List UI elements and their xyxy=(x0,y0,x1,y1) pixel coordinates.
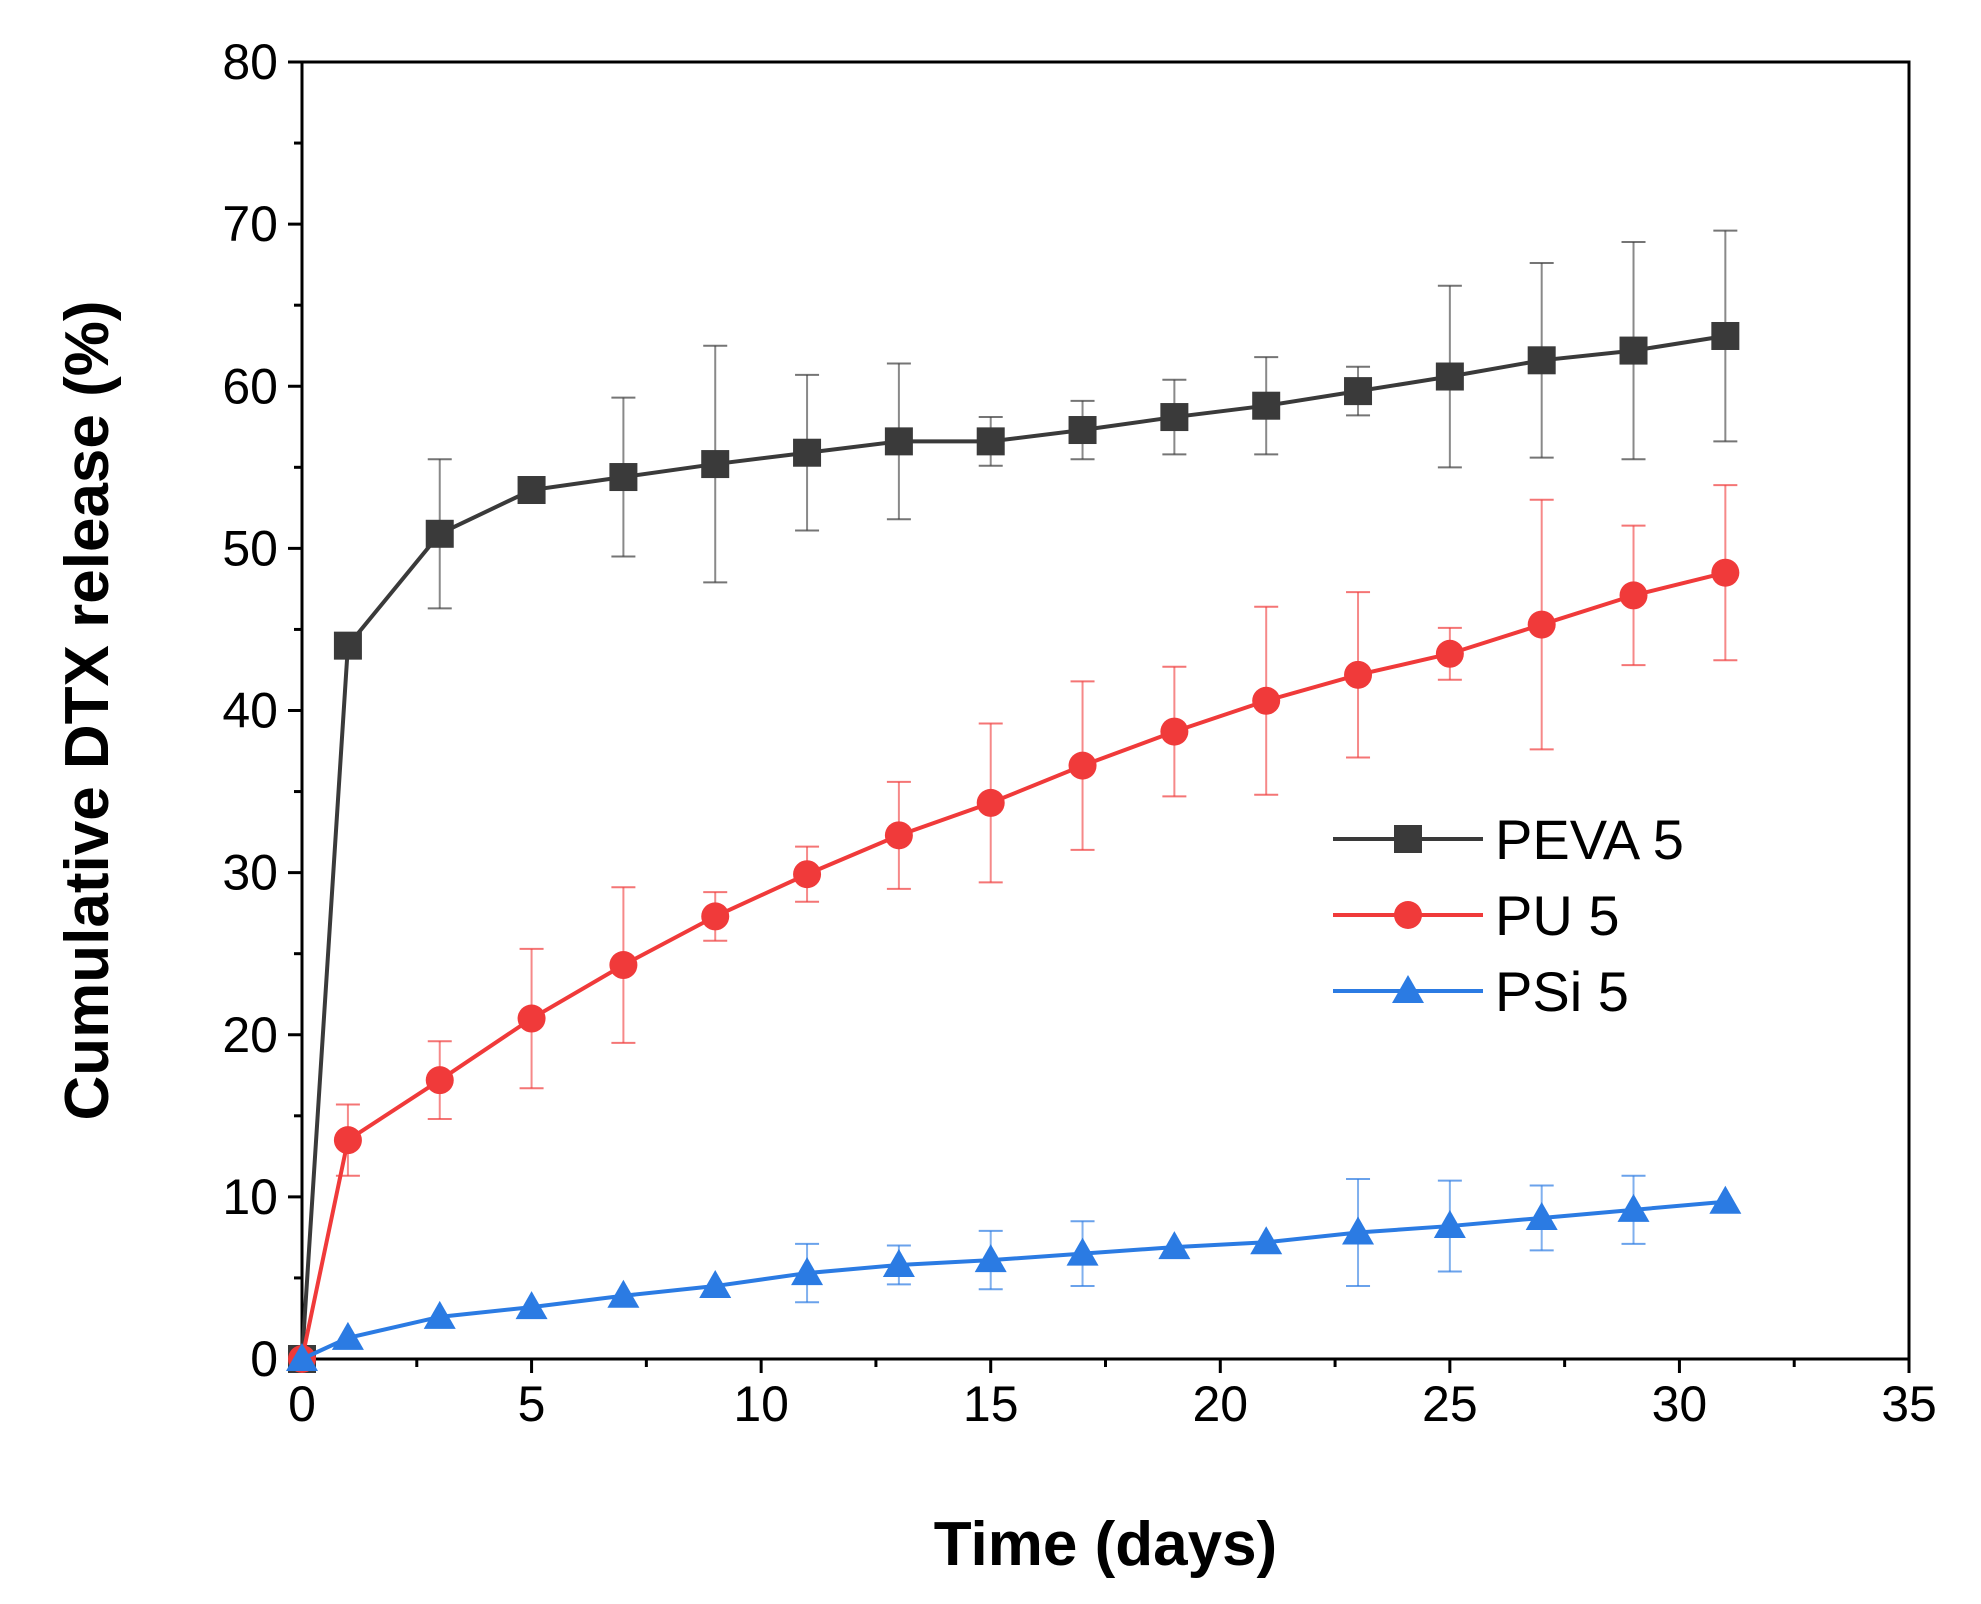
data-point xyxy=(1617,1193,1650,1222)
y-tick-label: 60 xyxy=(222,358,278,414)
data-point xyxy=(1709,1185,1742,1214)
x-tick-label: 35 xyxy=(1881,1376,1937,1432)
legend: PEVA 5 PU 5 PSi 5 xyxy=(1333,808,1684,1023)
data-point xyxy=(699,1270,732,1299)
x-tick-label: 5 xyxy=(518,1376,546,1432)
data-point xyxy=(976,788,1005,817)
data-point xyxy=(425,1066,454,1095)
data-point xyxy=(331,1321,364,1350)
data-point xyxy=(1252,686,1281,715)
data-point xyxy=(701,450,730,479)
series-line xyxy=(301,1199,1726,1361)
x-tick-label: 30 xyxy=(1652,1376,1708,1432)
x-axis-title: Time (days) xyxy=(934,1510,1277,1579)
data-point xyxy=(1342,1216,1375,1245)
data-point xyxy=(793,438,822,467)
axes: 0 5 10 15 20 25 30 35 0 10 20 30 40 50 60 70 80 xyxy=(222,34,1936,1432)
data-point xyxy=(1068,751,1097,780)
legend-label: PEVA 5 xyxy=(1495,808,1684,871)
data-point xyxy=(976,427,1005,456)
y-tick-label: 20 xyxy=(222,1007,278,1063)
data-point xyxy=(1066,1237,1099,1266)
y-tick-label: 30 xyxy=(222,845,278,901)
data-point xyxy=(515,1291,548,1320)
series-psi-5 xyxy=(286,1174,1742,1371)
data-point xyxy=(1252,391,1281,420)
data-point xyxy=(425,519,454,548)
data-point xyxy=(609,951,638,980)
plot-frame xyxy=(300,60,1911,1361)
legend-marker xyxy=(1394,901,1422,929)
data-point xyxy=(517,1004,546,1033)
y-tick-label: 10 xyxy=(222,1169,278,1225)
data-point xyxy=(1527,346,1556,375)
x-tick-label: 15 xyxy=(963,1376,1019,1432)
y-tick-label: 70 xyxy=(222,196,278,252)
data-point xyxy=(793,860,822,889)
data-point xyxy=(1527,610,1556,639)
x-tick-label: 0 xyxy=(288,1376,316,1432)
data-point xyxy=(333,1126,362,1155)
data-point xyxy=(1068,416,1097,445)
data-point xyxy=(1619,581,1648,610)
data-point xyxy=(1250,1226,1283,1255)
x-tick-label: 20 xyxy=(1192,1376,1248,1432)
series-peva-5 xyxy=(288,229,1740,1373)
legend-marker xyxy=(1392,975,1424,1003)
y-axis-title: Cumulative DTX release (%) xyxy=(53,300,122,1120)
y-tick-label: 0 xyxy=(250,1331,278,1387)
data-point xyxy=(286,1343,318,1371)
data-point xyxy=(333,631,362,660)
data-point xyxy=(1158,1231,1191,1260)
data-point xyxy=(1435,639,1464,668)
legend-item: PU 5 xyxy=(1333,884,1620,947)
data-point xyxy=(701,902,730,931)
legend-item: PSi 5 xyxy=(1333,960,1629,1023)
series-pu-5 xyxy=(288,484,1740,1373)
data-point xyxy=(1160,403,1189,432)
data-point xyxy=(423,1300,456,1329)
data-point xyxy=(517,476,546,505)
data-point xyxy=(1435,362,1464,391)
plot-area xyxy=(286,229,1742,1373)
data-point xyxy=(1344,377,1373,406)
data-point xyxy=(607,1279,640,1308)
data-point xyxy=(882,1248,915,1277)
data-point xyxy=(1433,1210,1466,1239)
data-point xyxy=(1619,336,1648,365)
data-point xyxy=(609,463,638,492)
data-point xyxy=(1525,1201,1558,1230)
data-point xyxy=(974,1244,1007,1273)
legend-marker xyxy=(1394,825,1422,853)
data-point xyxy=(1711,321,1740,350)
data-point xyxy=(884,427,913,456)
y-tick-label: 80 xyxy=(222,34,278,90)
data-point xyxy=(1160,717,1189,746)
x-tick-label: 10 xyxy=(733,1376,789,1432)
legend-label: PSi 5 xyxy=(1495,960,1629,1023)
data-point xyxy=(884,821,913,850)
legend-item: PEVA 5 xyxy=(1333,808,1684,871)
x-tick-label: 25 xyxy=(1422,1376,1478,1432)
data-point xyxy=(1344,660,1373,689)
y-tick-label: 40 xyxy=(222,683,278,739)
data-point xyxy=(1711,558,1740,587)
y-tick-label: 50 xyxy=(222,520,278,576)
legend-label: PU 5 xyxy=(1495,884,1620,947)
data-point xyxy=(791,1257,824,1286)
